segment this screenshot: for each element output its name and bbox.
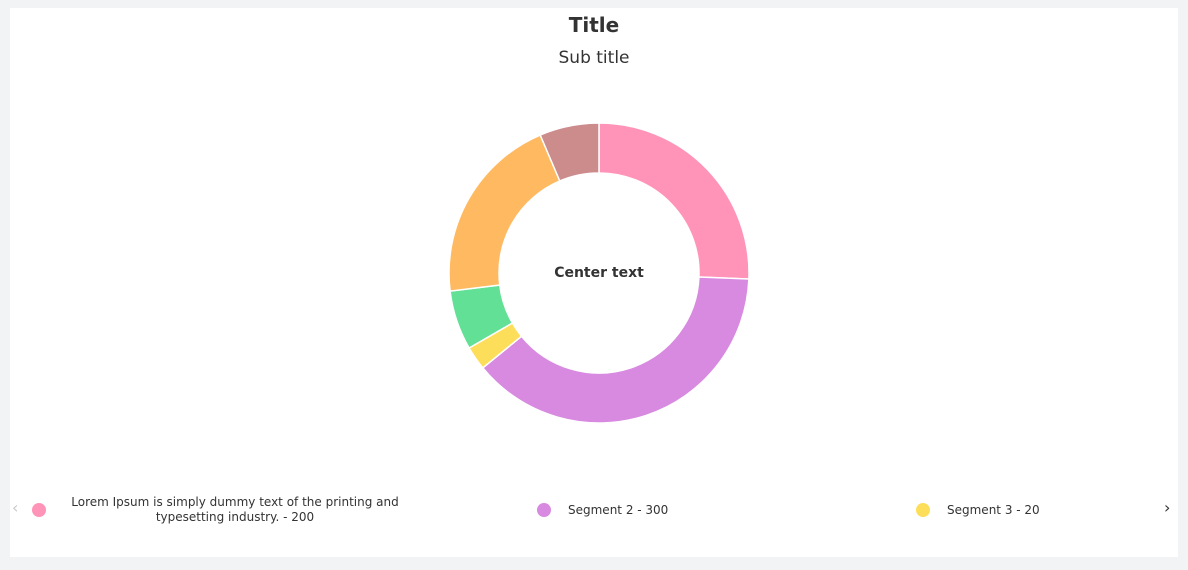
donut-slice-1[interactable] [598, 122, 750, 280]
legend-item-3[interactable]: Segment 3 - 20 [916, 493, 1040, 527]
legend-item-2[interactable]: Segment 2 - 300 [537, 493, 668, 527]
legend-dot-2 [537, 503, 551, 517]
legend-dot-3 [916, 503, 930, 517]
legend-dot-1 [32, 503, 46, 517]
legend-next-arrow-icon[interactable]: › [1164, 498, 1171, 517]
center-text: Center text [554, 265, 644, 281]
chart-card: Title Sub title Center text ‹ Lorem Ipsu… [10, 8, 1178, 557]
donut-slice-6[interactable] [539, 122, 600, 182]
legend-label-3: Segment 3 - 20 [947, 502, 1040, 517]
donut-chart: Center text [448, 122, 750, 424]
legend-label-2: Segment 2 - 300 [568, 502, 669, 517]
legend: ‹ Lorem Ipsum is simply dummy text of th… [10, 493, 1178, 527]
donut-slice-5[interactable] [448, 134, 561, 292]
donut-slice-2[interactable] [481, 276, 750, 424]
chart-title: Title [568, 13, 620, 37]
legend-prev-arrow-icon[interactable]: ‹ [12, 498, 19, 517]
chart-subtitle: Sub title [558, 48, 630, 68]
legend-label-1: Lorem Ipsum is simply dummy text of the … [71, 495, 399, 524]
legend-item-1[interactable]: Lorem Ipsum is simply dummy text of the … [32, 493, 400, 527]
